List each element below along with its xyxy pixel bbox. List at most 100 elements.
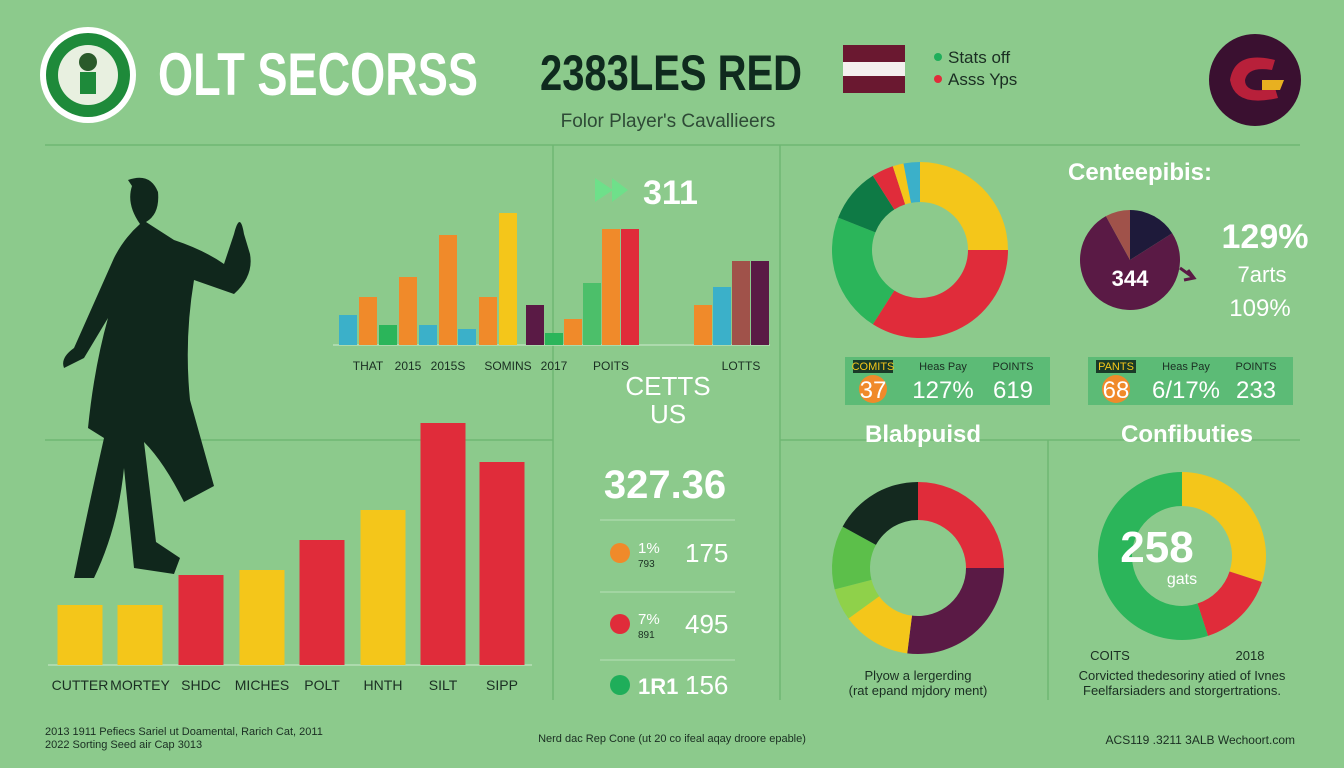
- footer-right: ACS119 .3211 3ALB Wechoort.com: [1106, 733, 1295, 747]
- bar: [694, 305, 712, 345]
- x-tick-label: SOMINS: [484, 359, 531, 373]
- bar: [564, 319, 582, 345]
- bar: [299, 540, 345, 665]
- middle-heading: CETTS: [625, 371, 710, 401]
- pie-slice: [903, 162, 920, 203]
- chart-title: Confibuties: [1121, 421, 1253, 448]
- bar: [178, 575, 224, 665]
- legend-label: Stats off: [948, 48, 1010, 67]
- row-pct: 1%: [638, 540, 660, 557]
- x-tick-label: MORTEY: [110, 677, 170, 693]
- x-tick-label: 2015: [395, 359, 422, 373]
- side-stat: 109%: [1229, 295, 1290, 322]
- headline: 2383LES RED: [540, 45, 802, 101]
- bar: [419, 325, 437, 345]
- label-pill: [853, 360, 893, 373]
- x-tick-label: 2015S: [431, 359, 466, 373]
- x-tick-label: SILT: [429, 677, 458, 693]
- bar: [621, 229, 639, 345]
- row-sub: 891: [638, 630, 655, 641]
- side-stat: 7arts: [1238, 262, 1287, 287]
- pie-slice: [1182, 472, 1266, 582]
- title: OLT SECORSS: [158, 41, 478, 108]
- pie-slice: [918, 482, 1004, 568]
- bar: [420, 423, 466, 665]
- pie-slice: [1098, 472, 1208, 640]
- cell-value: 619: [993, 377, 1033, 404]
- cell-value: 6/17%: [1152, 377, 1220, 404]
- x-tick-label: SIPP: [486, 677, 518, 693]
- x-tick-label: POLT: [304, 677, 340, 693]
- player-silhouette: [63, 177, 251, 578]
- annotation: COITS: [1090, 648, 1130, 663]
- bar: [379, 325, 397, 345]
- bar: [479, 297, 497, 345]
- pie-slice: [832, 526, 876, 590]
- bar: [399, 277, 417, 345]
- cell-label: PANTS: [1098, 361, 1134, 373]
- row-dot: [610, 543, 630, 563]
- middle-total: 327.36: [604, 463, 726, 507]
- footer-left: 2022 Sorting Seed air Cap 3013: [45, 739, 202, 751]
- legend-dot: [934, 75, 942, 83]
- pie-slice: [1080, 216, 1180, 310]
- value-badge: [859, 375, 887, 403]
- subtitle: Folor Player's Cavallieers: [561, 111, 776, 132]
- footer-left: 2013 1911 Pefiecs Sariel ut Doamental, R…: [45, 726, 323, 738]
- bar: [751, 261, 769, 345]
- chart-title: Centeepibis:: [1068, 159, 1212, 186]
- cell-label: POINTS: [1236, 361, 1277, 373]
- x-tick-label: THAT: [353, 359, 384, 373]
- cavs-logo: [1209, 34, 1301, 126]
- footer-center: Nerd dac Rep Cone (ut 20 co ifeal aqay d…: [538, 733, 806, 745]
- cell-label: POINTS: [993, 361, 1034, 373]
- legend-label: Asss Yps: [948, 70, 1017, 89]
- pie-slice: [920, 162, 1008, 250]
- bar: [439, 235, 457, 345]
- x-tick-label: LOTTS: [722, 359, 761, 373]
- bar: [583, 283, 601, 345]
- x-tick-label: MICHES: [235, 677, 289, 693]
- row-value: 156: [685, 670, 728, 700]
- pie-slice: [1130, 210, 1173, 260]
- bar: [545, 333, 563, 345]
- cell-value: 127%: [912, 377, 973, 404]
- bar: [499, 213, 517, 345]
- center-sub: gats: [1167, 571, 1197, 588]
- x-tick-label: SHDC: [181, 677, 221, 693]
- row-value: 495: [685, 609, 728, 639]
- pie-slice: [842, 482, 918, 545]
- pie-slice: [872, 166, 906, 210]
- cell-value: 68: [1103, 377, 1130, 404]
- cell-label: Heas Pay: [1162, 361, 1210, 373]
- caption: Plyow a lergerding: [865, 668, 972, 683]
- row-pct: 1R1: [638, 674, 678, 699]
- bar: [602, 229, 620, 345]
- highlight: 311: [643, 174, 698, 212]
- annotation: 2018: [1236, 648, 1265, 663]
- pie-slice: [848, 596, 912, 654]
- x-tick-label: POITS: [593, 359, 629, 373]
- value-badge: [1102, 375, 1130, 403]
- arrow: [1179, 266, 1197, 282]
- pie-slice: [872, 250, 1008, 339]
- flag: [843, 45, 905, 93]
- caption: Corvicted thedesoriny atied of Ivnes: [1079, 668, 1286, 683]
- bar: [360, 510, 406, 665]
- x-tick-label: CUTTER: [52, 677, 109, 693]
- bar: [526, 305, 544, 345]
- middle-rows: [600, 519, 735, 661]
- bar: [458, 329, 476, 345]
- pie-slice: [834, 579, 880, 619]
- side-stat: 129%: [1222, 218, 1309, 256]
- label-pill: [1096, 360, 1136, 373]
- bar: [117, 605, 163, 665]
- bar: [713, 287, 731, 345]
- bar: [359, 297, 377, 345]
- bar: [339, 315, 357, 345]
- bar: [479, 462, 525, 665]
- cell-label: Heas Pay: [919, 361, 967, 373]
- cell-value: 233: [1236, 377, 1276, 404]
- row-value: 175: [685, 538, 728, 568]
